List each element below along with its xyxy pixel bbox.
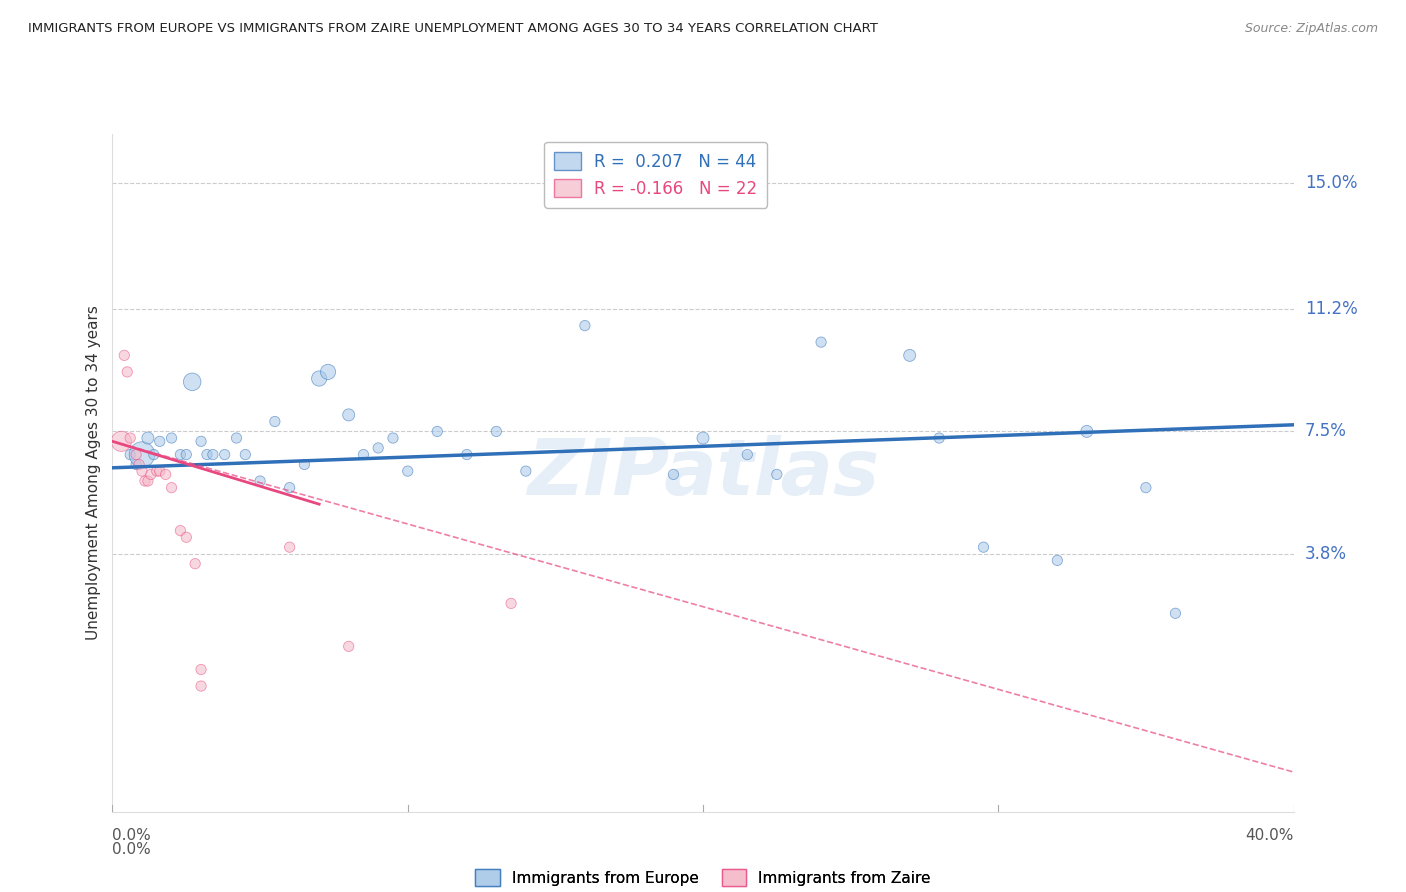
Point <box>233 448 256 462</box>
Text: 11.2%: 11.2% <box>1305 300 1357 318</box>
Point <box>278 481 301 495</box>
Point <box>155 467 177 482</box>
Point <box>337 408 360 422</box>
Point <box>120 448 142 462</box>
Text: 7.5%: 7.5% <box>1305 423 1347 441</box>
Point <box>149 464 172 478</box>
Y-axis label: Unemployment Among Ages 30 to 34 years: Unemployment Among Ages 30 to 34 years <box>86 305 101 640</box>
Point <box>396 464 419 478</box>
Point <box>128 458 150 472</box>
Point <box>485 425 508 439</box>
Point <box>169 448 191 462</box>
Point <box>337 640 360 654</box>
Point <box>456 448 478 462</box>
Point <box>134 474 156 488</box>
Point <box>515 464 537 478</box>
Legend: Immigrants from Europe, Immigrants from Zaire: Immigrants from Europe, Immigrants from … <box>470 863 936 892</box>
Point <box>184 557 207 571</box>
Point <box>367 441 389 455</box>
Text: 15.0%: 15.0% <box>1305 175 1357 193</box>
Text: IMMIGRANTS FROM EUROPE VS IMMIGRANTS FROM ZAIRE UNEMPLOYMENT AMONG AGES 30 TO 34: IMMIGRANTS FROM EUROPE VS IMMIGRANTS FRO… <box>28 22 877 36</box>
Point <box>1135 481 1157 495</box>
Point <box>195 448 218 462</box>
Point <box>110 434 132 449</box>
Point <box>146 464 169 478</box>
Point <box>160 431 183 445</box>
Point <box>125 448 148 462</box>
Point <box>201 448 224 462</box>
Point <box>117 365 138 379</box>
Point <box>174 530 197 544</box>
Point <box>190 679 212 693</box>
Point <box>249 474 271 488</box>
Text: Source: ZipAtlas.com: Source: ZipAtlas.com <box>1244 22 1378 36</box>
Point <box>426 425 449 439</box>
Point <box>1076 425 1098 439</box>
Point <box>190 663 212 677</box>
Point <box>169 524 191 538</box>
Text: 0.0%: 0.0% <box>112 829 152 843</box>
Point <box>662 467 685 482</box>
Point <box>225 431 247 445</box>
Point <box>174 448 197 462</box>
Point <box>737 448 759 462</box>
Point <box>1046 553 1069 567</box>
Point <box>1164 607 1187 621</box>
Point <box>149 434 172 449</box>
Point <box>352 448 374 462</box>
Point <box>501 596 523 610</box>
Point <box>928 431 950 445</box>
Point <box>142 448 165 462</box>
Point <box>278 540 301 554</box>
Point <box>898 348 921 362</box>
Point <box>190 434 212 449</box>
Point <box>125 458 148 472</box>
Point <box>308 371 330 385</box>
Point <box>181 375 204 389</box>
Text: 40.0%: 40.0% <box>1246 829 1294 843</box>
Point <box>292 458 315 472</box>
Point <box>973 540 995 554</box>
Point <box>264 415 287 429</box>
Point <box>574 318 596 333</box>
Text: 0.0%: 0.0% <box>112 841 152 856</box>
Point <box>692 431 714 445</box>
Point <box>131 464 153 478</box>
Text: ZIPatlas: ZIPatlas <box>527 434 879 511</box>
Point <box>139 467 162 482</box>
Point <box>810 335 832 350</box>
Text: 3.8%: 3.8% <box>1305 545 1347 563</box>
Point <box>112 348 135 362</box>
Point <box>214 448 236 462</box>
Point <box>766 467 789 482</box>
Point <box>136 431 159 445</box>
Point <box>382 431 405 445</box>
Point <box>160 481 183 495</box>
Point <box>136 474 159 488</box>
Point <box>120 431 142 445</box>
Point <box>131 448 153 462</box>
Point <box>316 365 339 379</box>
